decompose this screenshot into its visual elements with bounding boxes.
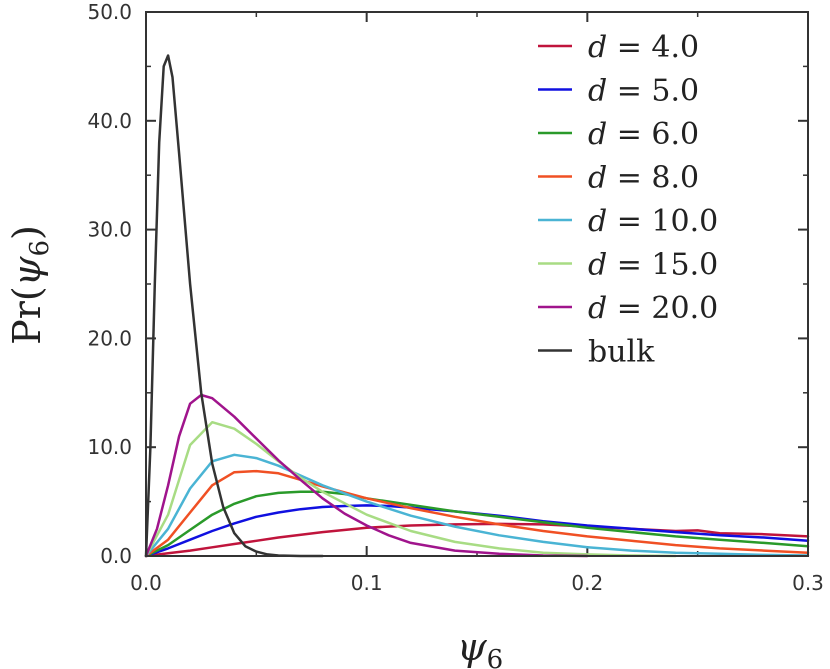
legend-label: d = 6.0 [588, 117, 699, 152]
series-line-d-15-0 [144, 420, 677, 558]
legend: d = 4.0 d = 5.0 d = 6.0 d = 8.0 d = 10.0 d = … [538, 30, 718, 370]
legend-label: d = 5.0 [588, 74, 699, 109]
y-tick-label: 50.0 [87, 0, 132, 24]
x-tick-label: 0.0 [130, 571, 162, 595]
legend-label: d = 10.0 [588, 204, 718, 239]
series-line-d-4-0 [144, 522, 810, 558]
y-tick-label: 0.0 [100, 544, 132, 568]
x-axis-title: ψ6 [457, 625, 503, 669]
x-tick-label: 0.1 [351, 571, 383, 595]
legend-label: bulk [588, 335, 655, 370]
plot-frame [145, 11, 809, 557]
y-tick-label: 20.0 [87, 326, 132, 350]
x-tick-labels: 0.0 0.1 0.2 0.3 [130, 571, 824, 595]
series-line-d-10-0 [144, 453, 810, 558]
x-tick-label: 0.2 [571, 571, 603, 595]
legend-label: d = 4.0 [588, 30, 699, 65]
legend-label: d = 15.0 [588, 248, 718, 283]
x-tick-label: 0.3 [792, 571, 824, 595]
legend-label: d = 20.0 [588, 291, 718, 326]
y-tick-label: 10.0 [87, 435, 132, 459]
series-line-d-20-0 [144, 393, 589, 558]
legend-label: d = 8.0 [588, 161, 699, 196]
y-tick-labels: 0.0 10.0 20.0 30.0 40.0 50.0 [87, 0, 132, 568]
y-tick-label: 30.0 [87, 218, 132, 242]
y-tick-label: 40.0 [87, 109, 132, 133]
y-axis-title: Pr(ψ6) [5, 225, 55, 345]
